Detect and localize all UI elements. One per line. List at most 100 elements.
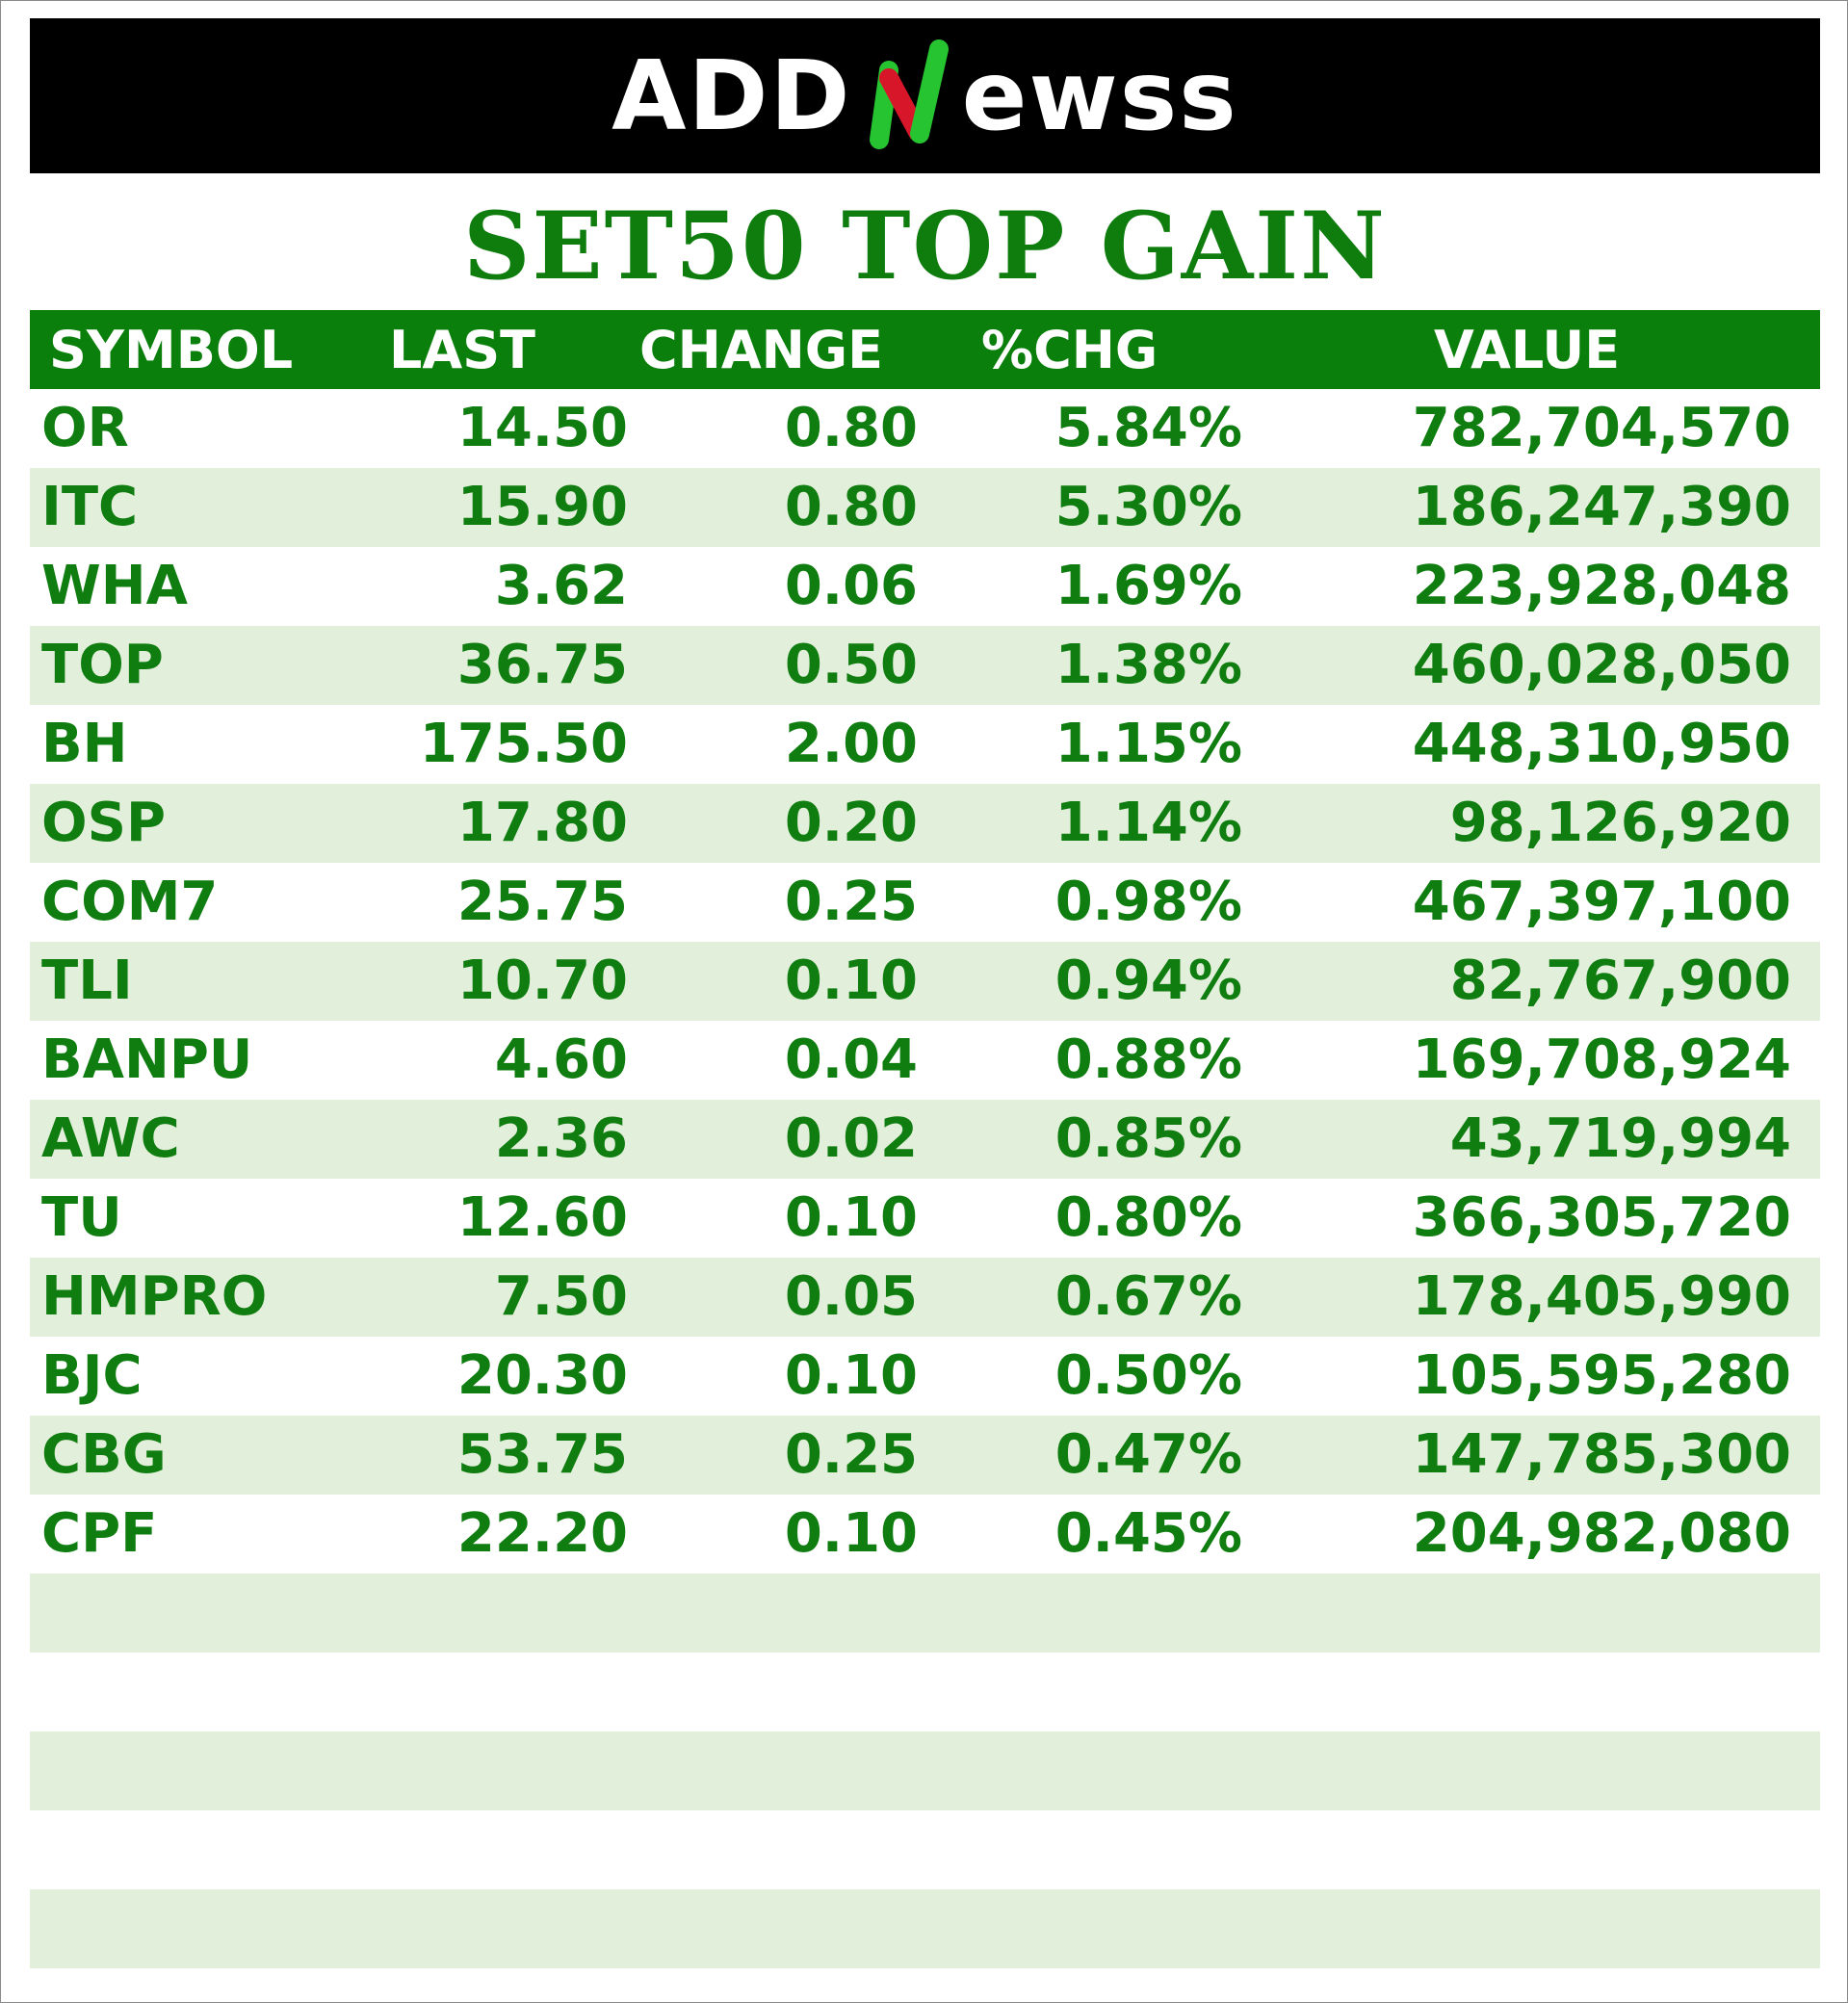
pct-change-cell: 5.30% — [1054, 476, 1242, 538]
last-cell: 36.75 — [456, 634, 628, 696]
last-cell: 15.90 — [456, 476, 628, 538]
symbol-cell: TOP — [41, 634, 164, 696]
table-row: BH 175.50 2.00 1.15% 448,310,950 — [30, 705, 1820, 784]
pct-change-cell: 0.45% — [1054, 1502, 1242, 1565]
last-cell: 53.75 — [456, 1423, 628, 1486]
pct-change-cell: 1.14% — [1054, 792, 1242, 854]
change-cell: 0.10 — [784, 949, 918, 1012]
table-row — [30, 1889, 1820, 1968]
last-cell: 4.60 — [494, 1028, 628, 1091]
table-row: TLI 10.70 0.10 0.94% 82,767,900 — [30, 942, 1820, 1021]
last-cell: 20.30 — [456, 1344, 628, 1407]
table-row — [30, 1652, 1820, 1731]
symbol-cell: ITC — [41, 476, 139, 538]
value-cell: 169,708,924 — [1412, 1028, 1791, 1091]
header-value: VALUE — [1434, 320, 1621, 380]
symbol-cell: OSP — [41, 792, 166, 854]
table-row: COM7 25.75 0.25 0.98% 467,397,100 — [30, 863, 1820, 942]
change-cell: 0.80 — [784, 397, 918, 459]
change-cell: 0.02 — [784, 1107, 918, 1170]
symbol-cell: AWC — [41, 1107, 180, 1170]
table-row — [30, 1731, 1820, 1810]
last-cell: 22.20 — [456, 1502, 628, 1565]
pct-change-cell: 0.98% — [1054, 871, 1242, 933]
value-cell: 448,310,950 — [1412, 713, 1791, 775]
last-cell: 3.62 — [494, 555, 628, 617]
last-cell: 14.50 — [456, 397, 628, 459]
value-cell: 460,028,050 — [1412, 634, 1791, 696]
value-cell: 82,767,900 — [1449, 949, 1791, 1012]
symbol-cell: BH — [41, 713, 128, 775]
symbol-cell: HMPRO — [41, 1265, 268, 1328]
table-row: TOP 36.75 0.50 1.38% 460,028,050 — [30, 626, 1820, 705]
symbol-cell: TLI — [41, 949, 133, 1012]
symbol-cell: CPF — [41, 1502, 158, 1565]
last-cell: 175.50 — [419, 713, 628, 775]
change-cell: 2.00 — [784, 713, 918, 775]
pct-change-cell: 0.85% — [1054, 1107, 1242, 1170]
logo: ADD ewss — [612, 39, 1238, 153]
pct-change-cell: 0.88% — [1054, 1028, 1242, 1091]
pct-change-cell: 0.67% — [1054, 1265, 1242, 1328]
logo-right-text: ewss — [961, 39, 1238, 152]
pct-change-cell: 0.80% — [1054, 1186, 1242, 1249]
change-cell: 0.10 — [784, 1502, 918, 1565]
value-cell: 467,397,100 — [1412, 871, 1791, 933]
table-row: CBG 53.75 0.25 0.47% 147,785,300 — [30, 1416, 1820, 1495]
value-cell: 204,982,080 — [1412, 1502, 1791, 1565]
logo-left-text: ADD — [612, 39, 852, 152]
gain-table: SYMBOL LAST CHANGE %CHG VALUE OR 14.50 0.8… — [30, 310, 1820, 1968]
table-row — [30, 1574, 1820, 1652]
table-row: AWC 2.36 0.02 0.85% 43,719,994 — [30, 1100, 1820, 1179]
value-cell: 43,719,994 — [1449, 1107, 1791, 1170]
value-cell: 223,928,048 — [1412, 555, 1791, 617]
change-cell: 0.06 — [784, 555, 918, 617]
table-row: HMPRO 7.50 0.05 0.67% 178,405,990 — [30, 1258, 1820, 1337]
table-row: BANPU 4.60 0.04 0.88% 169,708,924 — [30, 1021, 1820, 1100]
table-body: OR 14.50 0.80 5.84% 782,704,570 ITC 15.90 0.80 5… — [30, 389, 1820, 1968]
symbol-cell: BANPU — [41, 1028, 253, 1091]
table-header: SYMBOL LAST CHANGE %CHG VALUE — [30, 310, 1820, 389]
symbol-cell: OR — [41, 397, 129, 459]
value-cell: 105,595,280 — [1412, 1344, 1791, 1407]
logo-n-icon — [854, 39, 960, 153]
table-row: OR 14.50 0.80 5.84% 782,704,570 — [30, 389, 1820, 468]
table-row: ITC 15.90 0.80 5.30% 186,247,390 — [30, 468, 1820, 547]
pct-change-cell: 0.47% — [1054, 1423, 1242, 1486]
change-cell: 0.04 — [784, 1028, 918, 1091]
table-row: TU 12.60 0.10 0.80% 366,305,720 — [30, 1179, 1820, 1258]
value-cell: 147,785,300 — [1412, 1423, 1791, 1486]
last-cell: 12.60 — [456, 1186, 628, 1249]
change-cell: 0.10 — [784, 1186, 918, 1249]
symbol-cell: COM7 — [41, 871, 219, 933]
table-row: CPF 22.20 0.10 0.45% 204,982,080 — [30, 1495, 1820, 1574]
last-cell: 7.50 — [494, 1265, 628, 1328]
pct-change-cell: 1.15% — [1054, 713, 1242, 775]
table-row: BJC 20.30 0.10 0.50% 105,595,280 — [30, 1337, 1820, 1416]
value-cell: 178,405,990 — [1412, 1265, 1791, 1328]
header-pct-change: %CHG — [981, 320, 1158, 380]
change-cell: 0.25 — [784, 1423, 918, 1486]
value-cell: 366,305,720 — [1412, 1186, 1791, 1249]
value-cell: 782,704,570 — [1412, 397, 1791, 459]
change-cell: 0.25 — [784, 871, 918, 933]
header-last: LAST — [389, 320, 535, 380]
table-row: OSP 17.80 0.20 1.14% 98,126,920 — [30, 784, 1820, 863]
change-cell: 0.80 — [784, 476, 918, 538]
symbol-cell: TU — [41, 1186, 122, 1249]
last-cell: 10.70 — [456, 949, 628, 1012]
pct-change-cell: 0.94% — [1054, 949, 1242, 1012]
table-row: WHA 3.62 0.06 1.69% 223,928,048 — [30, 547, 1820, 626]
pct-change-cell: 1.69% — [1054, 555, 1242, 617]
change-cell: 0.50 — [784, 634, 918, 696]
header-change: CHANGE — [639, 320, 884, 380]
change-cell: 0.10 — [784, 1344, 918, 1407]
symbol-cell: CBG — [41, 1423, 167, 1486]
pct-change-cell: 1.38% — [1054, 634, 1242, 696]
header-symbol: SYMBOL — [49, 320, 294, 380]
last-cell: 17.80 — [456, 792, 628, 854]
pct-change-cell: 5.84% — [1054, 397, 1242, 459]
page-title: SET50 TOP GAIN — [463, 192, 1387, 300]
change-cell: 0.05 — [784, 1265, 918, 1328]
